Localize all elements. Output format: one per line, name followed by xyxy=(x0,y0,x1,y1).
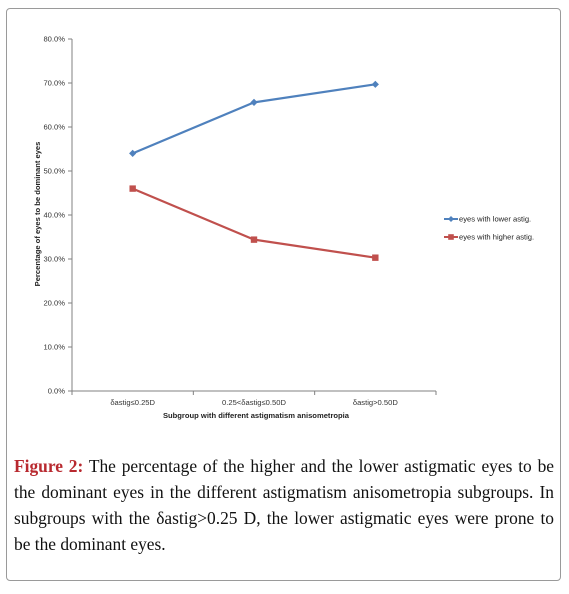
y-tick-label: 80.0% xyxy=(43,35,65,44)
legend-label: eyes with higher astig. xyxy=(459,233,534,242)
series-group xyxy=(129,80,379,261)
figure-caption: Figure 2: The percentage of the higher a… xyxy=(14,453,554,557)
legend-marker xyxy=(448,234,454,240)
data-point xyxy=(371,80,379,88)
line-chart: 0.0% 10.0% 20.0% 30.0% 40.0% 50.0% 60.0% 70.0% 8… xyxy=(33,35,534,421)
caption-text: The percentage of the higher and the low… xyxy=(14,456,555,554)
y-tick-label: 20.0% xyxy=(43,299,65,308)
y-tick-label: 30.0% xyxy=(43,255,65,264)
y-tick-label: 50.0% xyxy=(43,167,65,176)
y-tick-label: 0.0% xyxy=(48,387,66,396)
x-tick-label: 0.25<δastig≤0.50D xyxy=(222,398,286,407)
figure-label: Figure 2: xyxy=(14,456,84,476)
y-axis-ticks: 0.0% 10.0% 20.0% 30.0% 40.0% 50.0% 60.0% 70.0% 8… xyxy=(43,35,72,396)
data-point xyxy=(129,185,136,192)
y-tick-label: 40.0% xyxy=(43,211,65,220)
legend: eyes with lower astig. eyes with higher a… xyxy=(444,215,534,242)
data-point xyxy=(129,149,137,157)
data-point xyxy=(250,98,258,106)
legend-marker xyxy=(448,216,454,222)
data-point xyxy=(250,236,258,243)
x-axis-label: Subgroup with different astigmatism anis… xyxy=(163,411,350,420)
data-point xyxy=(372,254,379,261)
legend-label: eyes with lower astig. xyxy=(459,215,531,224)
y-axis-label: Percentage of eyes to be dominant eyes xyxy=(33,142,42,287)
figure-frame xyxy=(6,8,561,581)
y-tick-label: 70.0% xyxy=(43,79,65,88)
series-line-0 xyxy=(132,83,376,155)
y-tick-label: 10.0% xyxy=(43,343,65,352)
x-tick-label: δastig>0.50D xyxy=(353,398,398,407)
y-tick-label: 60.0% xyxy=(43,123,65,132)
series-line-1 xyxy=(132,187,376,259)
x-axis-ticks: δastig≤0.25D 0.25<δastig≤0.50D δastig>0.50… xyxy=(71,391,437,407)
x-tick-label: δastig≤0.25D xyxy=(110,398,155,407)
